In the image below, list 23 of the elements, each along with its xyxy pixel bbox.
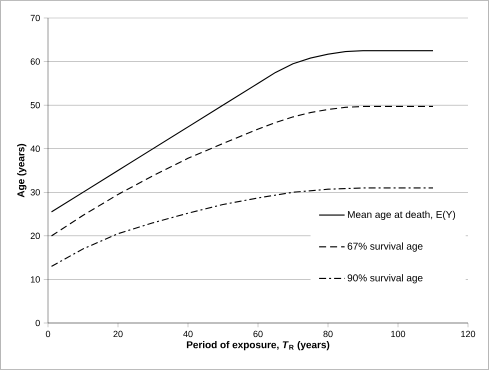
y-tick-label: 0 (36, 320, 40, 326)
legend-label: 67% survival age (348, 242, 423, 252)
x-tick-label: 100 (391, 330, 406, 338)
x-tick-label: 120 (461, 330, 476, 338)
y-tick-label: 60 (30, 58, 40, 65)
y-tick-label: 20 (30, 232, 40, 240)
x-axis-title: Period of exposure, T$_{R}$ (years) (186, 340, 330, 350)
y-tick-label: 50 (30, 102, 40, 108)
y-tick-label: 70 (30, 14, 40, 22)
line-series (50, 50, 434, 212)
legend-label: Mean age at death, E(Y) (348, 210, 456, 220)
x-tick-label: 80 (323, 330, 333, 338)
line-series (50, 106, 434, 236)
y-tick-label: 40 (30, 146, 40, 152)
x-tick-label: 0 (46, 330, 50, 338)
x-tick-label: 20 (113, 330, 123, 338)
y-tick-label: 10 (30, 276, 40, 283)
legend-label: 90% survival age (348, 274, 423, 284)
y-axis-title: Age (years) (17, 144, 26, 198)
y-tick-label: 30 (30, 189, 40, 196)
x-tick-label: 60 (253, 330, 263, 338)
x-tick-label: 40 (183, 330, 193, 338)
line-series (50, 187, 434, 267)
